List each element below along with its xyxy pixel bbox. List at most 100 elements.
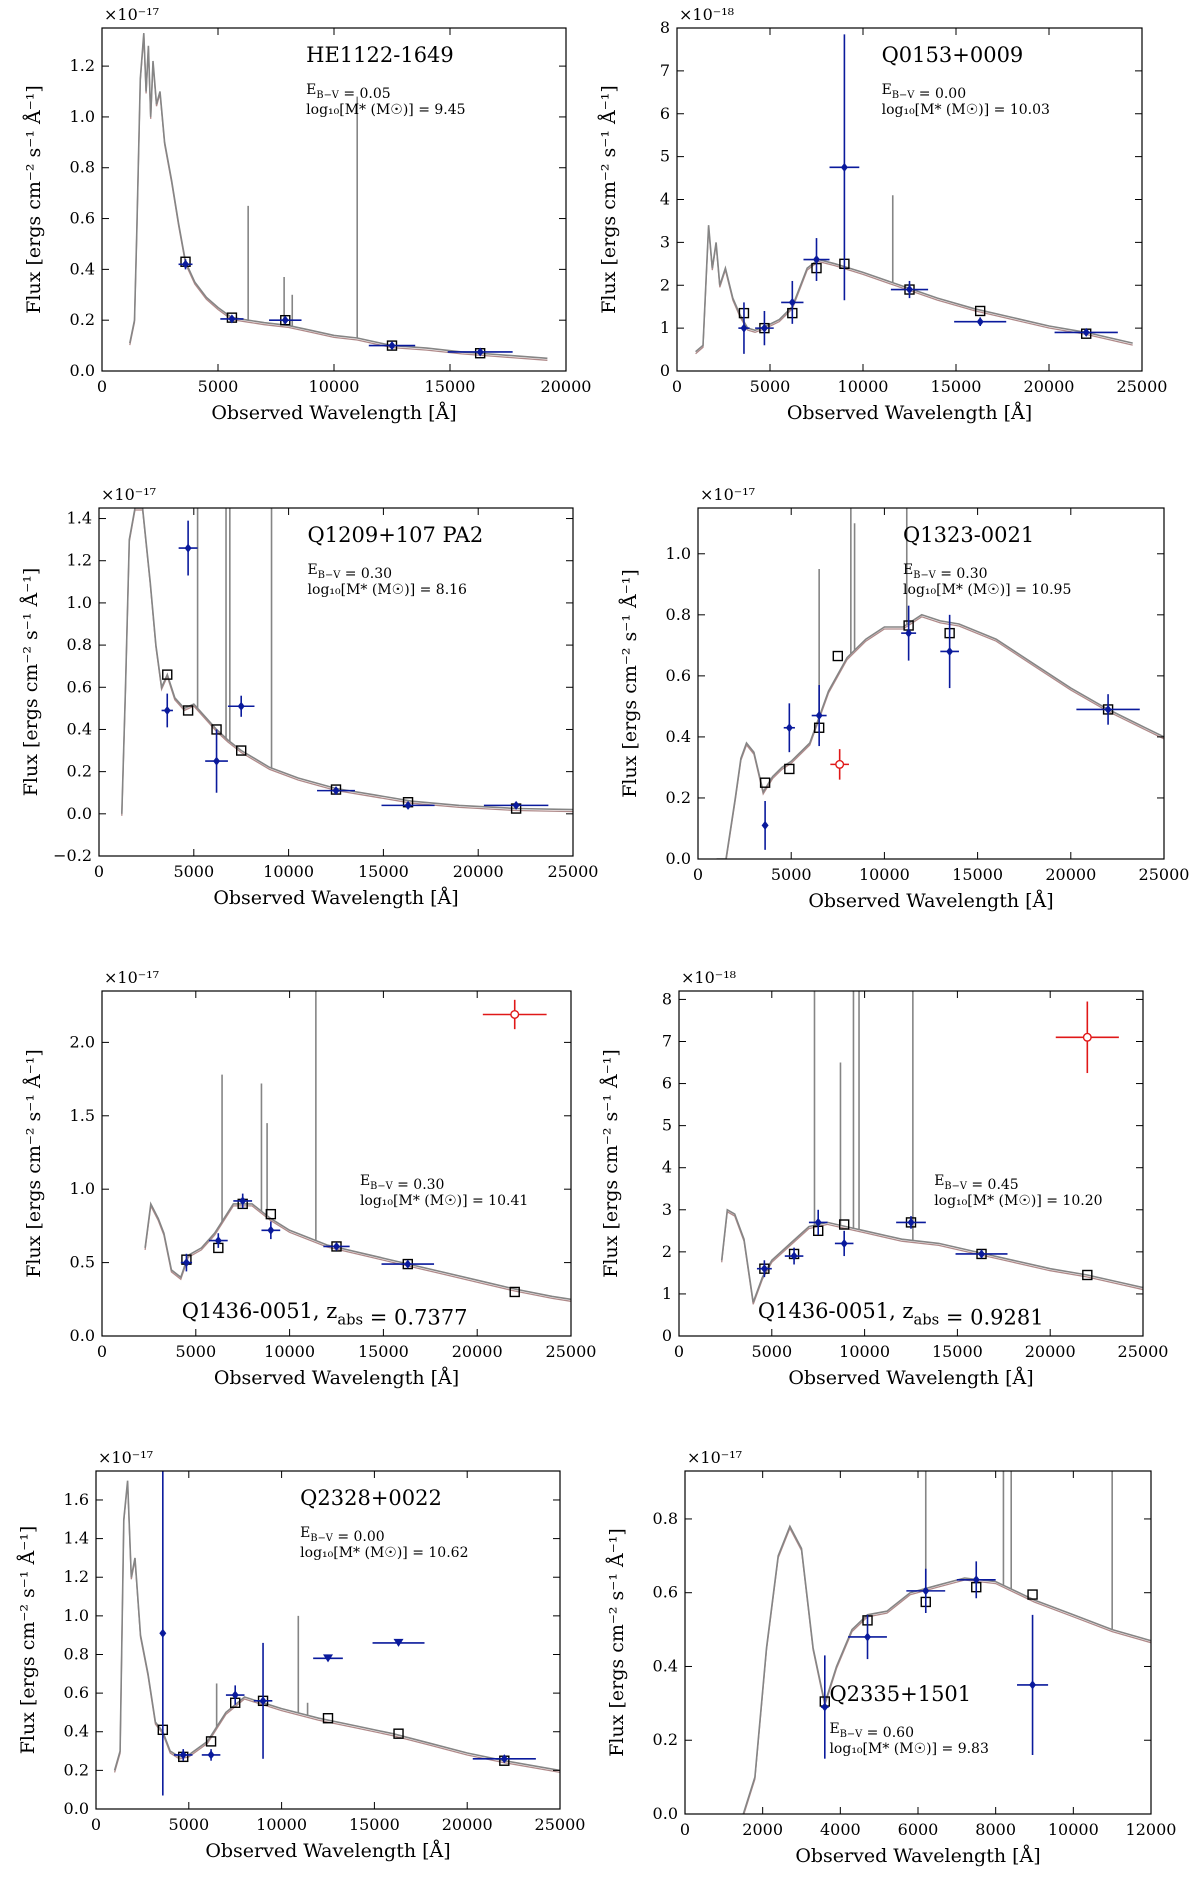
y-tick-label: 0.4 xyxy=(64,1722,89,1741)
photometry-point xyxy=(790,1251,798,1261)
upper-limit-marker xyxy=(393,1638,404,1647)
y-tick-label: 8 xyxy=(662,989,672,1008)
y-tick-label: 1.2 xyxy=(70,56,95,75)
y-tick-label: 1.6 xyxy=(64,1490,89,1509)
x-axis-label: Observed Wavelength [Å] xyxy=(788,1367,1033,1389)
photometry-point xyxy=(907,1217,915,1227)
photometry-point xyxy=(815,711,823,721)
photometry-point xyxy=(333,1241,340,1251)
x-tick-label: 10000 xyxy=(839,1342,890,1361)
x-tick-label: 5000 xyxy=(771,865,812,884)
model-spectrum xyxy=(716,613,1164,859)
plot-area xyxy=(129,33,548,361)
photometry-point xyxy=(388,341,396,351)
x-tick-label: 0 xyxy=(94,862,104,881)
x-tick-label: 5000 xyxy=(750,377,791,396)
photometry-point xyxy=(259,1696,267,1706)
y-tick-label: 0.2 xyxy=(653,1730,678,1749)
y-tick-label: 0.0 xyxy=(67,804,92,823)
x-tick-label: 0 xyxy=(672,377,682,396)
x-tick-label: 15000 xyxy=(931,377,982,396)
photometry-point xyxy=(840,1238,848,1248)
x-tick-label: 10000 xyxy=(309,377,360,396)
sed-panel-7: 0 5000 10000 15000 20000 25000 0.0 0.2 0.4 0.6 0.8… xyxy=(17,1448,585,1862)
plot-area xyxy=(742,1471,1151,1814)
photometry-point xyxy=(1029,1680,1037,1690)
x-axis-label: Observed Wavelength [Å] xyxy=(787,402,1032,424)
x-tick-label: 10000 xyxy=(838,377,889,396)
y-tick-label: 1 xyxy=(660,318,670,337)
photometry-point xyxy=(281,315,289,325)
y-tick-label: 0.0 xyxy=(70,1326,95,1345)
object-name-label: Q1436-0051, zabs = 0.7377 xyxy=(182,1299,468,1329)
axes-frame xyxy=(101,990,572,1337)
y-tick-label: 0.0 xyxy=(70,361,95,380)
y-tick-label: 0.0 xyxy=(666,849,691,868)
y-tick-label: 0.6 xyxy=(70,209,95,228)
model-photometry-square xyxy=(832,650,843,662)
object-name-label: Q2335+1501 xyxy=(829,1682,971,1706)
photometry-point xyxy=(404,800,412,810)
photometry-point xyxy=(821,1702,829,1712)
y-tick-label: 2.0 xyxy=(70,1032,95,1051)
y-tick-label: 3 xyxy=(660,232,670,251)
stellar-mass-label: log₁₀[M* (M☉)] = 10.62 xyxy=(300,1545,468,1561)
y-axis-label: Flux [ergs cm⁻² s⁻¹ Å⁻¹] xyxy=(23,1049,45,1278)
x-axis-label: Observed Wavelength [Å] xyxy=(214,1367,459,1389)
object-name-label: Q1209+107 PA2 xyxy=(308,523,484,547)
y-tick-label: 4 xyxy=(660,190,670,209)
model-photometry-square xyxy=(182,705,194,716)
axis-scale-label: ×10⁻¹⁷ xyxy=(104,5,159,24)
y-tick-label: 0.8 xyxy=(70,158,95,177)
photometry-point xyxy=(476,347,484,357)
x-tick-label: 20000 xyxy=(442,1815,493,1834)
axis-scale-label: ×10⁻¹⁷ xyxy=(101,485,156,504)
axis-scale-label: ×10⁻¹⁷ xyxy=(687,1448,742,1467)
plot-area xyxy=(720,991,1143,1305)
photometry-point xyxy=(978,1249,986,1259)
y-tick-label: 0.6 xyxy=(653,1583,678,1602)
axis-scale-label: ×10⁻¹⁷ xyxy=(104,968,159,987)
y-tick-label: 1.2 xyxy=(67,551,92,570)
excluded-point xyxy=(835,759,845,769)
model-photometry-square xyxy=(162,669,173,680)
x-axis-label: Observed Wavelength [Å] xyxy=(213,887,458,909)
model-spectrum-alt xyxy=(121,509,573,816)
object-name-label: Q2328+0022 xyxy=(300,1486,442,1510)
sed-panel-1: 0 5000 10000 15000 20000 0.0 0.2 0.4 0.6 0.8 1.0 1.… xyxy=(23,5,591,424)
y-tick-label: 6 xyxy=(660,104,670,123)
y-tick-label: 0.0 xyxy=(653,1804,678,1823)
x-tick-label: 5000 xyxy=(175,1342,216,1361)
photometry-point xyxy=(760,1264,768,1274)
x-tick-label: 0 xyxy=(693,865,703,884)
axes-frame xyxy=(684,1470,1152,1815)
plot-area xyxy=(695,34,1133,355)
y-axis-label: Flux [ergs cm⁻² s⁻¹ Å⁻¹] xyxy=(606,1528,628,1757)
photometry-point xyxy=(972,1575,980,1585)
photometry-point xyxy=(1082,327,1090,337)
y-tick-label: 1.4 xyxy=(64,1529,89,1548)
sed-panel-5: 0 5000 10000 15000 20000 25000 0.0 0.5 1.0 1.5 2.0… xyxy=(23,968,596,1389)
x-tick-label: 2000 xyxy=(742,1820,783,1839)
x-tick-label: 15000 xyxy=(932,1342,983,1361)
y-tick-label: 3 xyxy=(662,1200,672,1219)
y-tick-label: 0.2 xyxy=(67,762,92,781)
photometry-point xyxy=(207,1750,215,1760)
x-tick-label: 5000 xyxy=(173,862,214,881)
photometry-point xyxy=(182,259,190,269)
model-spectrum xyxy=(695,225,1133,353)
y-axis-label: Flux [ergs cm⁻² s⁻¹ Å⁻¹] xyxy=(20,568,42,797)
plot-area xyxy=(113,1471,560,1796)
model-spectrum xyxy=(742,1524,1151,1814)
stellar-mass-label: log₁₀[M* (M☉)] = 10.41 xyxy=(360,1193,528,1209)
y-tick-label: 4 xyxy=(662,1158,672,1177)
sed-panel-3: 0 5000 10000 15000 20000 25000 −0.2 0.0 0.2 0.4 0.… xyxy=(20,485,598,909)
axes-frame xyxy=(95,1470,561,1810)
stellar-mass-label: log₁₀[M* (M☉)] = 9.45 xyxy=(306,102,465,118)
model-spectrum xyxy=(121,508,573,814)
y-tick-label: −0.2 xyxy=(53,846,92,865)
model-photometry-square xyxy=(509,1286,520,1298)
model-spectrum-alt xyxy=(721,1210,1143,1305)
ebv-label: EB−V = 0.30 xyxy=(308,562,393,582)
photometry-point xyxy=(231,1690,239,1700)
